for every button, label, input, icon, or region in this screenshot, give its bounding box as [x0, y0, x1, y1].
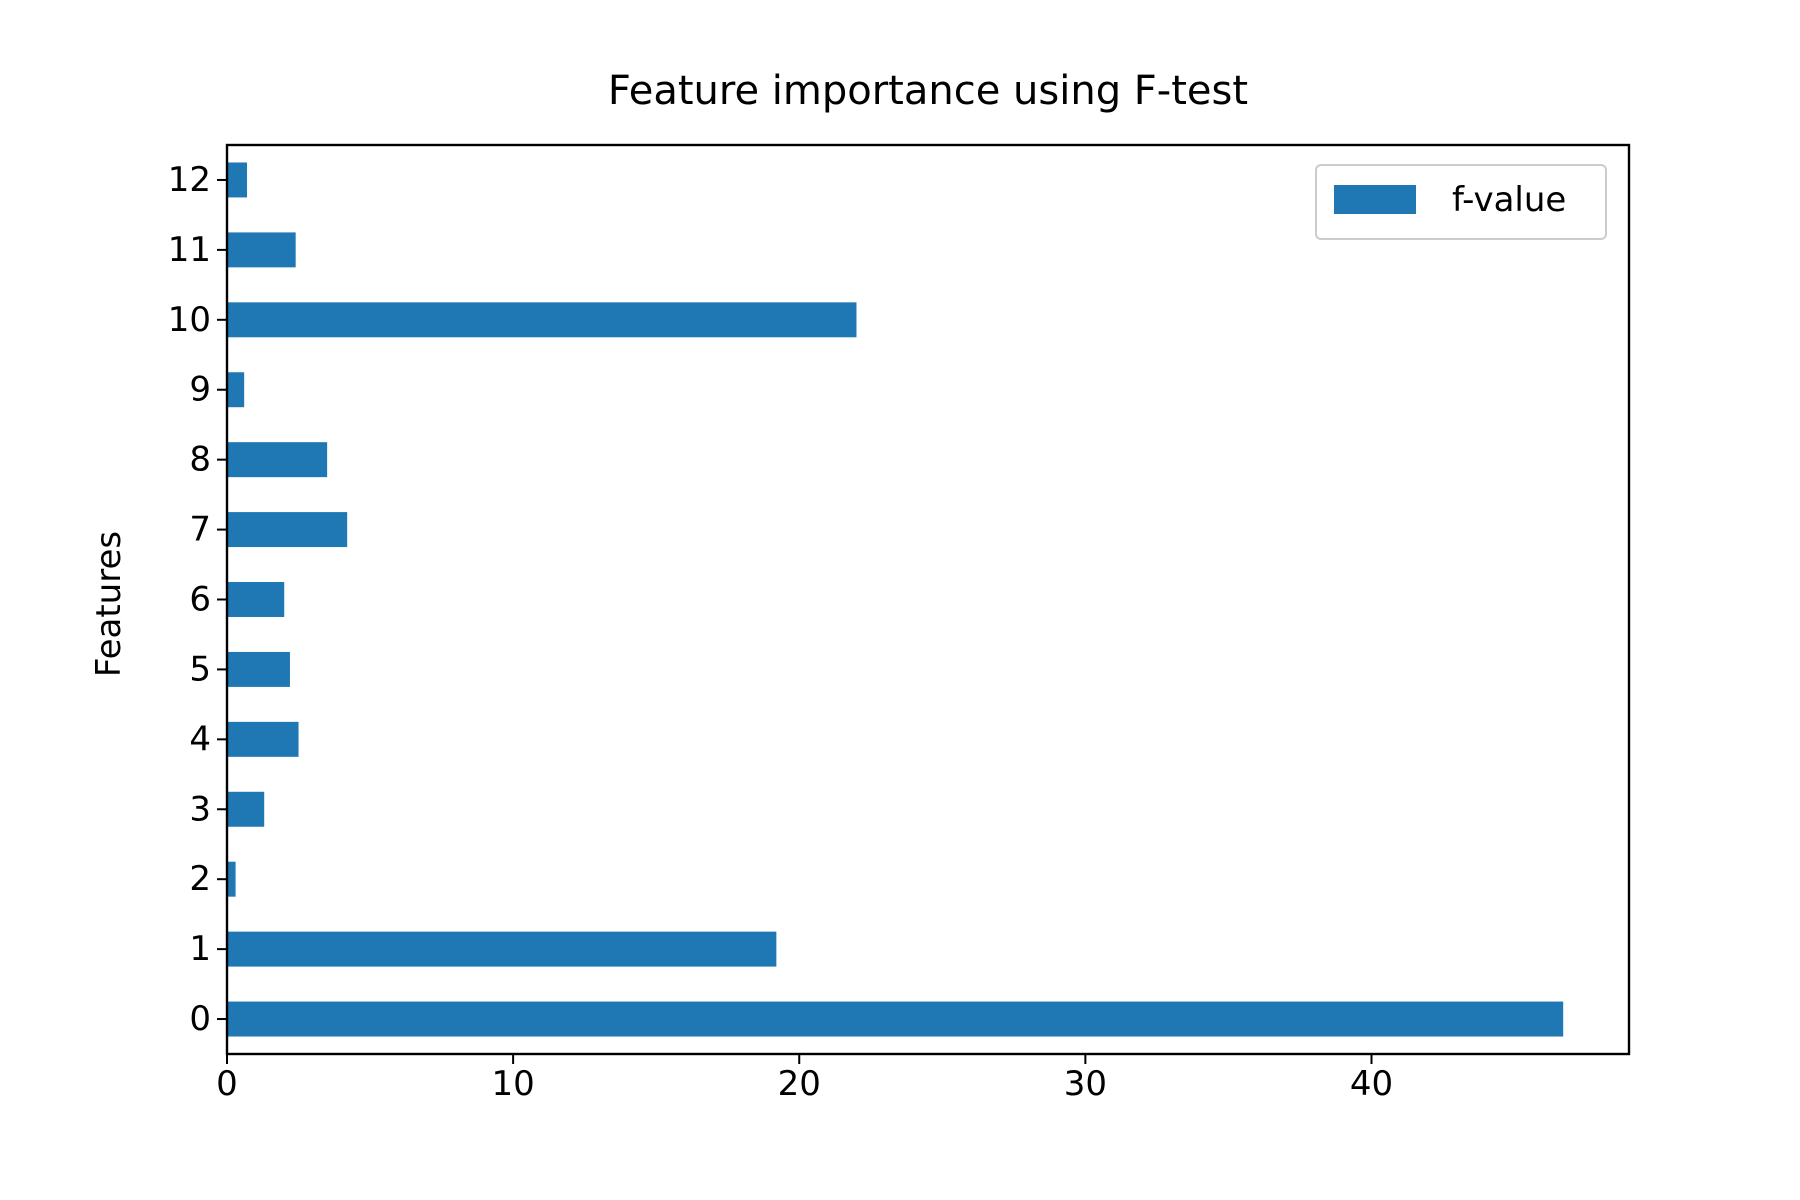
bar-11: [227, 232, 296, 268]
x-tick-label-40: 40: [1350, 1064, 1393, 1104]
bar-12: [227, 162, 248, 198]
y-tick-label-2: 2: [189, 859, 211, 899]
bar-3: [227, 791, 265, 827]
x-tick-label-30: 30: [1064, 1064, 1107, 1104]
legend: f-value: [1315, 164, 1607, 240]
y-tick-label-3: 3: [189, 789, 211, 829]
x-tick-label-0: 0: [216, 1064, 238, 1104]
bar-9: [227, 372, 245, 408]
legend-label: f-value: [1452, 180, 1566, 220]
bar-8: [227, 442, 328, 478]
bar-1: [227, 931, 777, 967]
chart-title: Feature importance using F-test: [608, 68, 1248, 114]
bar-10: [227, 302, 857, 338]
y-axis-label: Features: [89, 531, 129, 677]
bar-0: [227, 1001, 1564, 1037]
y-tick-label-10: 10: [168, 300, 211, 340]
bar-2: [227, 861, 236, 897]
legend-box: [1315, 164, 1607, 240]
y-tick-label-1: 1: [189, 929, 211, 969]
y-tick-label-8: 8: [189, 440, 211, 480]
y-tick-label-6: 6: [189, 580, 211, 620]
x-ticks-group: 0 10 20 30 40: [216, 1054, 1393, 1104]
y-tick-label-11: 11: [168, 230, 211, 270]
plot-frame: [225, 143, 1631, 1056]
y-tick-label-4: 4: [189, 719, 211, 759]
y-tick-label-7: 7: [189, 510, 211, 550]
x-tick-label-20: 20: [778, 1064, 821, 1104]
bar-6: [227, 582, 285, 617]
bars-group: [227, 162, 1564, 1037]
bar-7: [227, 512, 348, 548]
y-tick-label-5: 5: [189, 649, 211, 689]
y-tick-label-9: 9: [189, 370, 211, 410]
legend-swatch: [1334, 185, 1416, 214]
y-tick-label-12: 12: [168, 160, 211, 200]
x-tick-label-10: 10: [491, 1064, 534, 1104]
bar-4: [227, 721, 299, 757]
y-tick-label-0: 0: [189, 999, 211, 1039]
bar-5: [227, 651, 290, 687]
